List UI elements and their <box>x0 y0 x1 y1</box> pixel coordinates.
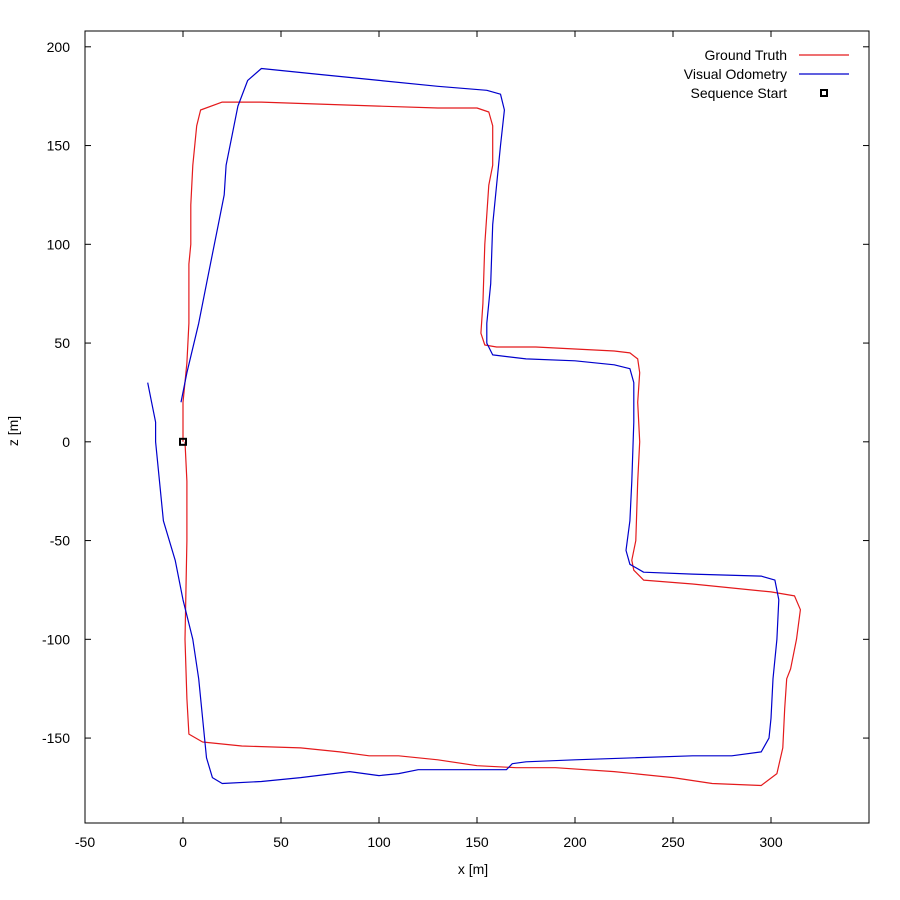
x-tick-label: 300 <box>759 834 783 850</box>
x-tick-label: 150 <box>465 834 489 850</box>
x-tick-label: -50 <box>75 834 95 850</box>
legend-label: Visual Odometry <box>684 66 787 82</box>
y-tick-label: 100 <box>47 236 71 252</box>
legend-marker <box>820 89 828 97</box>
y-tick-label: 50 <box>54 335 70 351</box>
legend-label: Ground Truth <box>705 47 788 63</box>
x-tick-label: 0 <box>179 834 187 850</box>
y-tick-label: -50 <box>50 533 70 549</box>
legend-label: Sequence Start <box>690 85 787 101</box>
x-tick-label: 50 <box>273 834 289 850</box>
series-line-ground-truth <box>182 101 801 787</box>
series-line-visual-odometry <box>147 67 780 785</box>
y-tick-label: 150 <box>47 138 71 154</box>
axis-ticks: -50 0 50 100 150 200 250 300 -150 -100 -50 0 50 100 15… <box>42 31 869 850</box>
x-tick-label: 200 <box>563 834 587 850</box>
x-tick-label: 100 <box>367 834 391 850</box>
plot-frame <box>84 30 870 824</box>
y-tick-label: 200 <box>47 39 71 55</box>
y-axis-label: z [m] <box>5 416 21 446</box>
y-tick-label: -100 <box>42 631 70 647</box>
x-axis-label: x [m] <box>458 861 488 877</box>
sequence-start-marker <box>179 437 187 446</box>
x-tick-label: 250 <box>661 834 685 850</box>
y-tick-label: 0 <box>62 434 70 450</box>
plot-area <box>147 67 801 787</box>
y-tick-label: -150 <box>42 730 70 746</box>
legend: Ground Truth Visual Odometry Sequence Star… <box>684 47 849 101</box>
